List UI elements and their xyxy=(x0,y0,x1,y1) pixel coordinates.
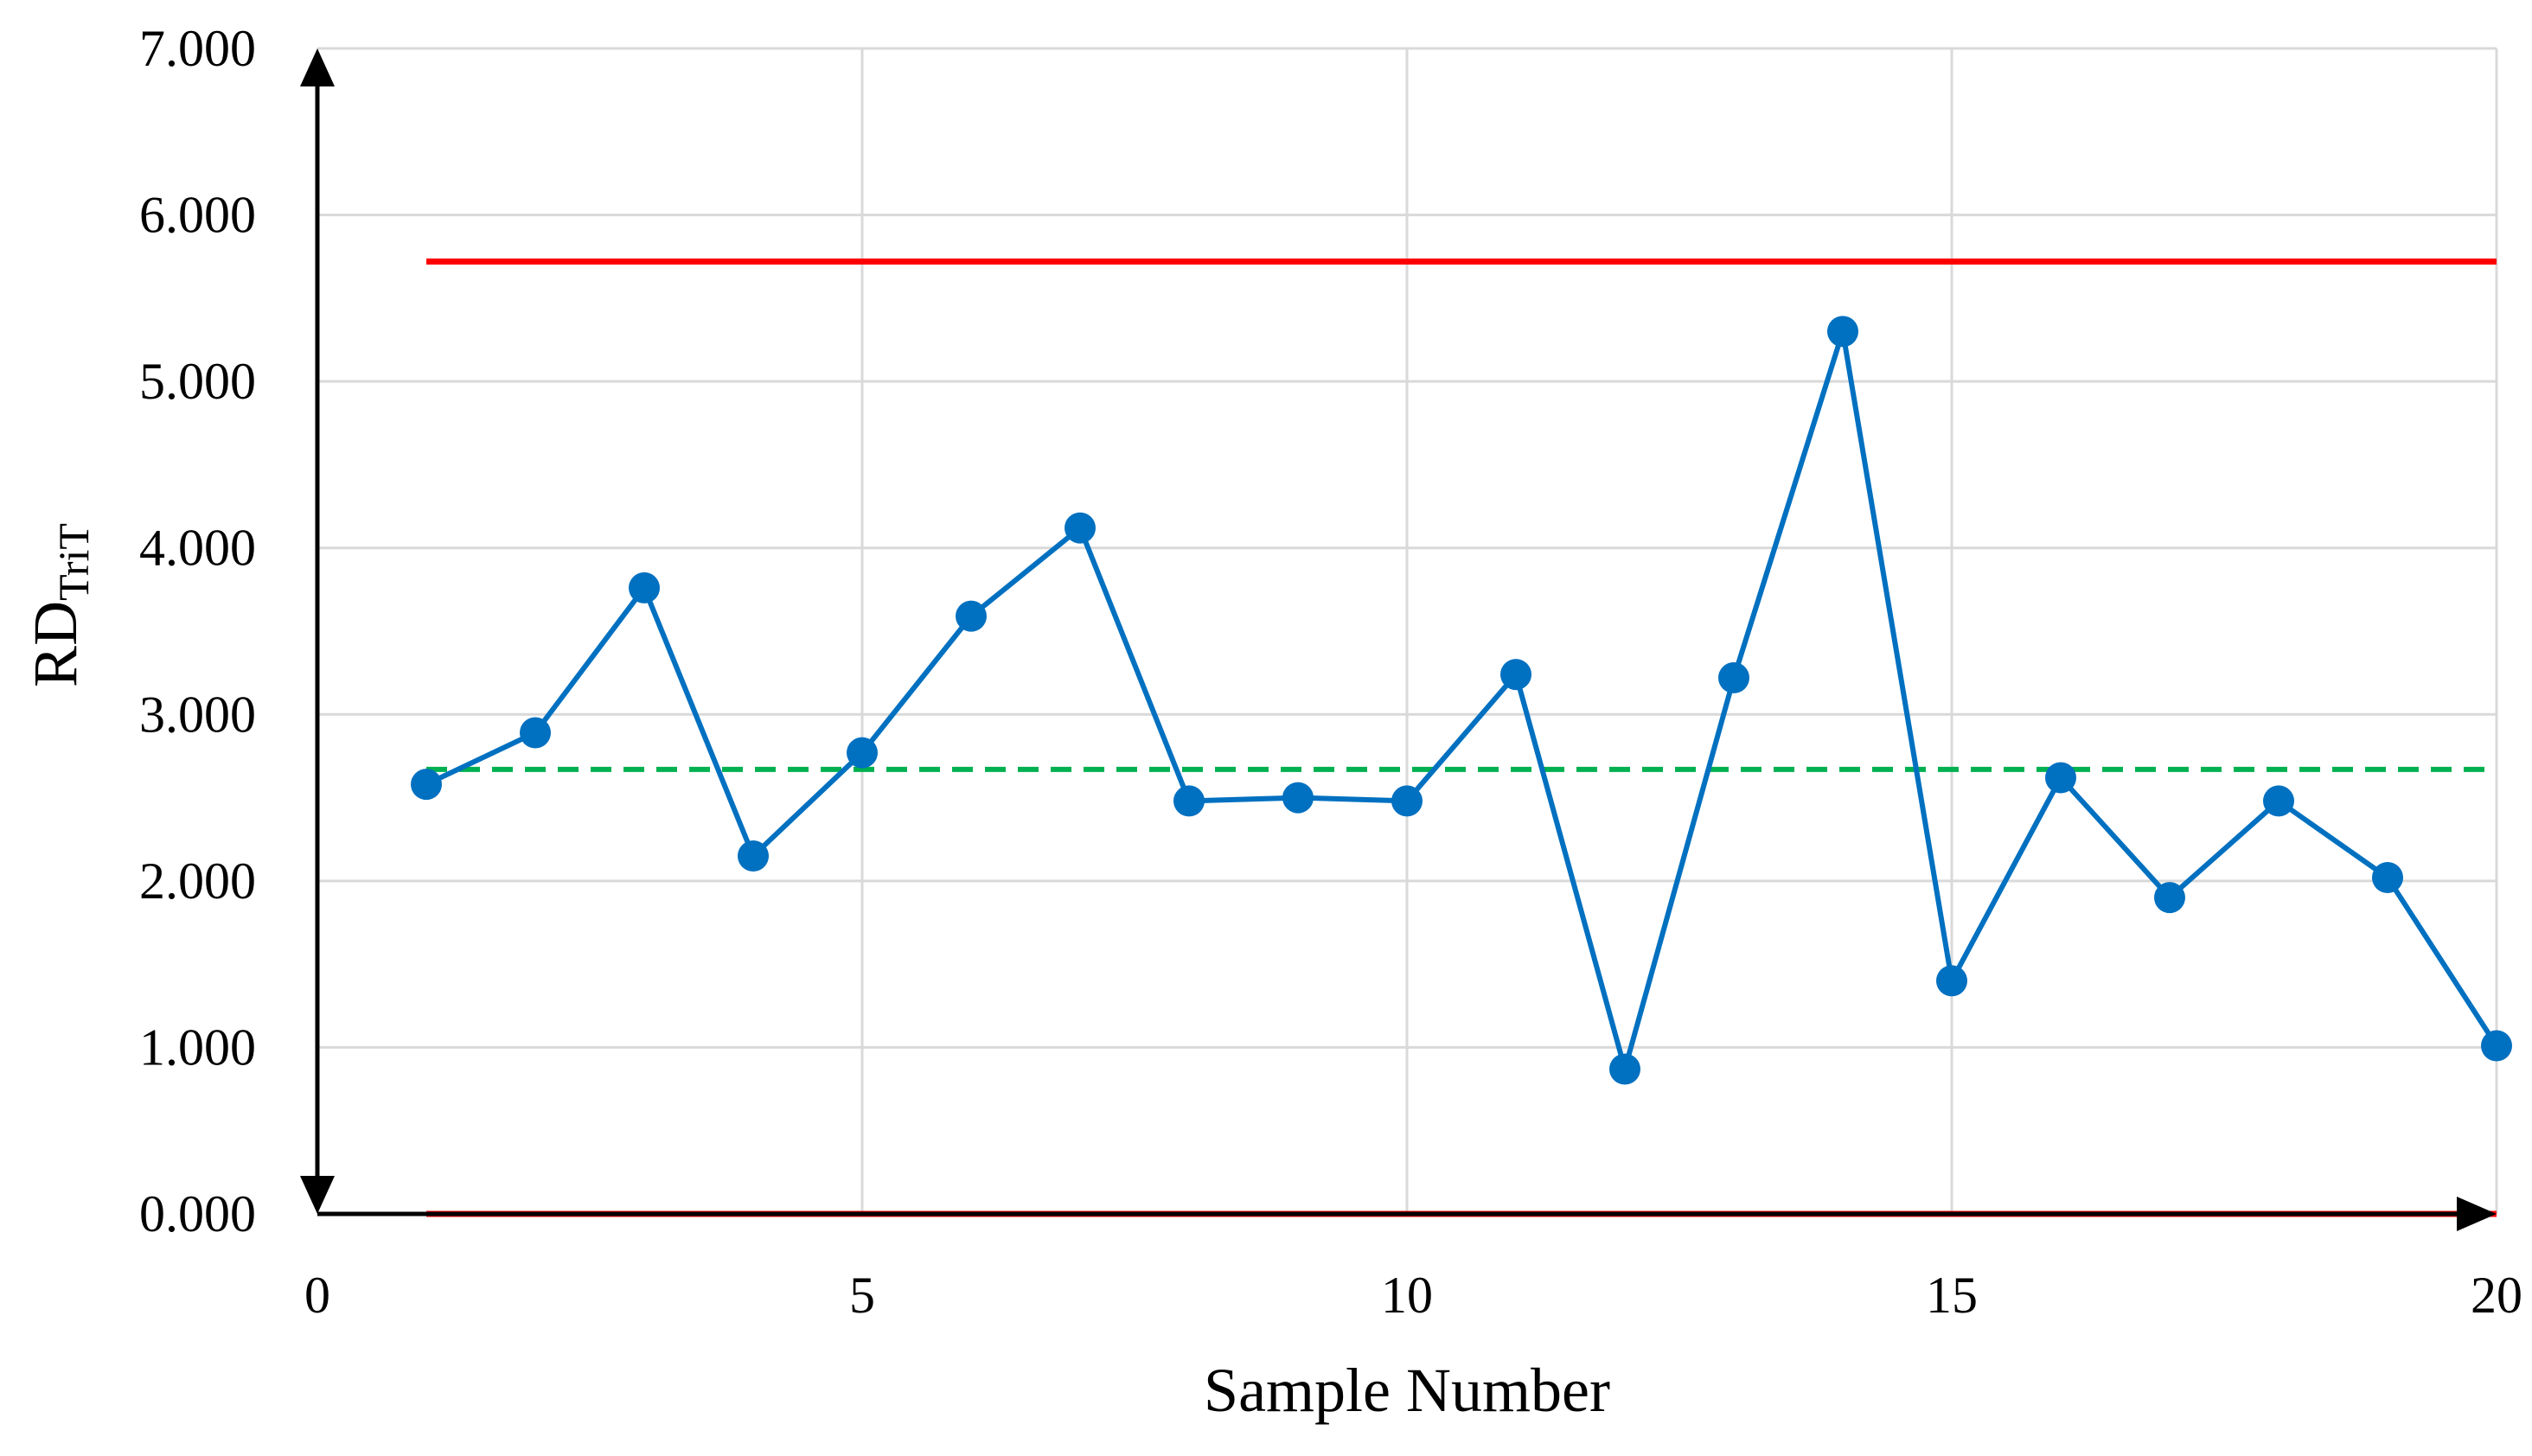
data-point-11 xyxy=(1500,659,1531,691)
y-tick-label: 6.000 xyxy=(139,187,256,244)
x-axis-title: Sample Number xyxy=(1204,1356,1610,1425)
y-axis-title-subscript: TriT xyxy=(49,523,98,601)
data-series xyxy=(411,316,2512,1085)
data-point-7 xyxy=(1065,512,1096,544)
y-tick-label: 2.000 xyxy=(139,853,256,910)
y-tick-label: 1.000 xyxy=(139,1019,256,1076)
x-tick-label: 20 xyxy=(2471,1267,2522,1324)
data-point-13 xyxy=(1718,661,1749,693)
gridlines xyxy=(317,47,2498,1214)
data-point-19 xyxy=(2372,862,2403,894)
y-axis-title-main: RD xyxy=(21,601,90,687)
data-point-12 xyxy=(1609,1053,1640,1085)
data-point-16 xyxy=(2045,762,2076,794)
y-tick-label: 0.000 xyxy=(139,1185,256,1242)
data-point-17 xyxy=(2154,882,2185,914)
x-tick-label: 15 xyxy=(1926,1267,1978,1324)
data-point-8 xyxy=(1173,785,1205,817)
x-tick-label: 5 xyxy=(849,1267,875,1324)
y-axis-arrow-down xyxy=(300,1176,335,1214)
x-tick-label: 0 xyxy=(304,1267,330,1324)
data-point-9 xyxy=(1282,782,1314,814)
data-point-2 xyxy=(520,717,551,749)
x-tick-label: 10 xyxy=(1381,1267,1433,1324)
y-tick-label: 3.000 xyxy=(139,686,256,743)
data-point-10 xyxy=(1391,785,1423,817)
y-axis-arrow-up xyxy=(300,48,335,86)
y-tick-label: 5.000 xyxy=(139,353,256,410)
x-axis-arrow xyxy=(2457,1197,2497,1231)
data-point-15 xyxy=(1936,965,1967,997)
data-point-3 xyxy=(629,572,660,603)
y-axis-title: RDTriT xyxy=(21,523,98,687)
tick-labels: 0.000 1.000 2.000 3.000 4.000 5.000 6.000 7.000… xyxy=(139,20,2522,1324)
data-point-5 xyxy=(847,737,878,769)
data-point-18 xyxy=(2263,785,2294,817)
data-point-4 xyxy=(738,840,769,872)
series-line xyxy=(425,329,2499,1072)
data-point-14 xyxy=(1827,316,1858,348)
y-tick-label: 7.000 xyxy=(139,20,256,77)
data-point-6 xyxy=(956,600,987,632)
axes xyxy=(300,48,2497,1231)
data-point-1 xyxy=(411,769,442,801)
y-tick-label: 4.000 xyxy=(139,520,256,577)
data-point-20 xyxy=(2481,1030,2512,1062)
